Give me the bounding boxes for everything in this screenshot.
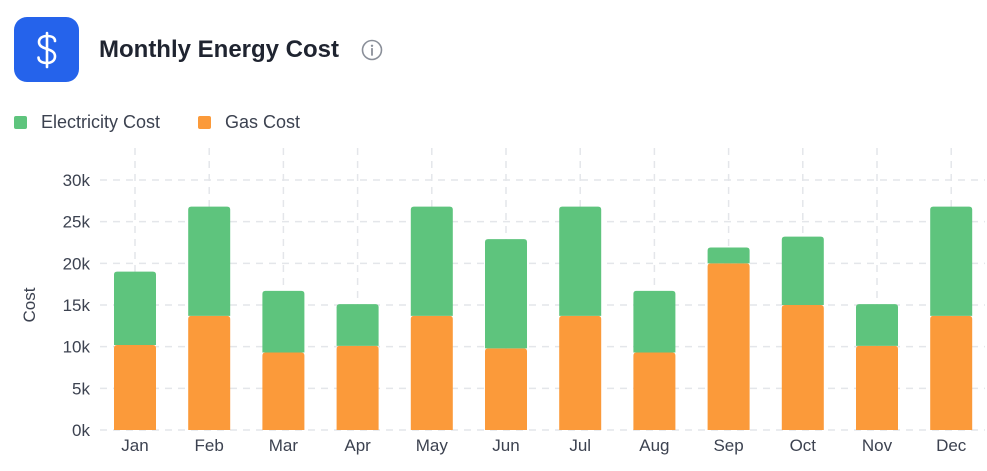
bar-electricity-cost — [485, 239, 527, 349]
chart-legend: Electricity Cost Gas Cost — [14, 112, 338, 133]
bar-electricity-cost — [114, 271, 156, 345]
x-tick-label: Apr — [344, 436, 371, 455]
x-tick-label: May — [416, 436, 449, 455]
x-tick-label: Jan — [121, 436, 148, 455]
y-tick-label: 15k — [63, 296, 91, 315]
chart-header: Monthly Energy Cost — [14, 17, 383, 82]
bar-electricity-cost — [188, 206, 231, 316]
legend-swatch-electricity — [14, 116, 27, 129]
x-tick-label: Jul — [569, 436, 591, 455]
legend-label-gas: Gas Cost — [225, 112, 301, 132]
y-axis-title: Cost — [20, 287, 39, 322]
y-tick-label: 20k — [63, 254, 91, 273]
y-tick-label: 10k — [63, 338, 91, 357]
bar-gas-cost — [633, 352, 676, 430]
x-tick-label: Nov — [862, 436, 893, 455]
bar-electricity-cost — [707, 247, 750, 264]
x-tick-label: Jun — [492, 436, 519, 455]
y-tick-label: 5k — [72, 379, 90, 398]
bar-gas-cost — [336, 345, 379, 430]
y-tick-label: 30k — [63, 171, 91, 190]
bar-electricity-cost — [930, 206, 973, 316]
x-tick-label: Mar — [269, 436, 299, 455]
legend-label-electricity: Electricity Cost — [41, 112, 161, 132]
bar-gas-cost — [781, 305, 824, 430]
bar-electricity-cost — [559, 206, 602, 316]
bar-gas-cost — [114, 345, 156, 430]
y-tick-label: 0k — [72, 421, 90, 440]
bar-gas-cost — [856, 345, 898, 430]
x-tick-label: Dec — [936, 436, 967, 455]
info-icon[interactable] — [361, 39, 383, 61]
bar-gas-cost — [559, 315, 602, 430]
bar-electricity-cost — [781, 236, 824, 305]
x-tick-label: Oct — [790, 436, 817, 455]
x-tick-label: Sep — [713, 436, 743, 455]
legend-swatch-gas — [198, 116, 212, 129]
bar-electricity-cost — [410, 206, 453, 316]
legend-item-electricity[interactable]: Electricity Cost — [14, 112, 160, 133]
bar-gas-cost — [707, 263, 750, 430]
bar-gas-cost — [262, 352, 305, 430]
bar-gas-cost — [188, 315, 231, 430]
legend-item-gas[interactable]: Gas Cost — [198, 112, 300, 133]
bar-gas-cost — [930, 315, 973, 430]
bar-electricity-cost — [633, 290, 676, 353]
x-tick-label: Aug — [639, 436, 669, 455]
bar-gas-cost — [410, 315, 453, 430]
bar-gas-cost — [485, 348, 527, 430]
bar-electricity-cost — [856, 304, 898, 346]
y-tick-label: 25k — [63, 213, 91, 232]
x-tick-label: Feb — [195, 436, 224, 455]
bar-electricity-cost — [262, 290, 305, 353]
bar-electricity-cost — [336, 304, 379, 346]
chart-title: Monthly Energy Cost — [99, 35, 340, 63]
dollar-icon — [14, 17, 79, 82]
